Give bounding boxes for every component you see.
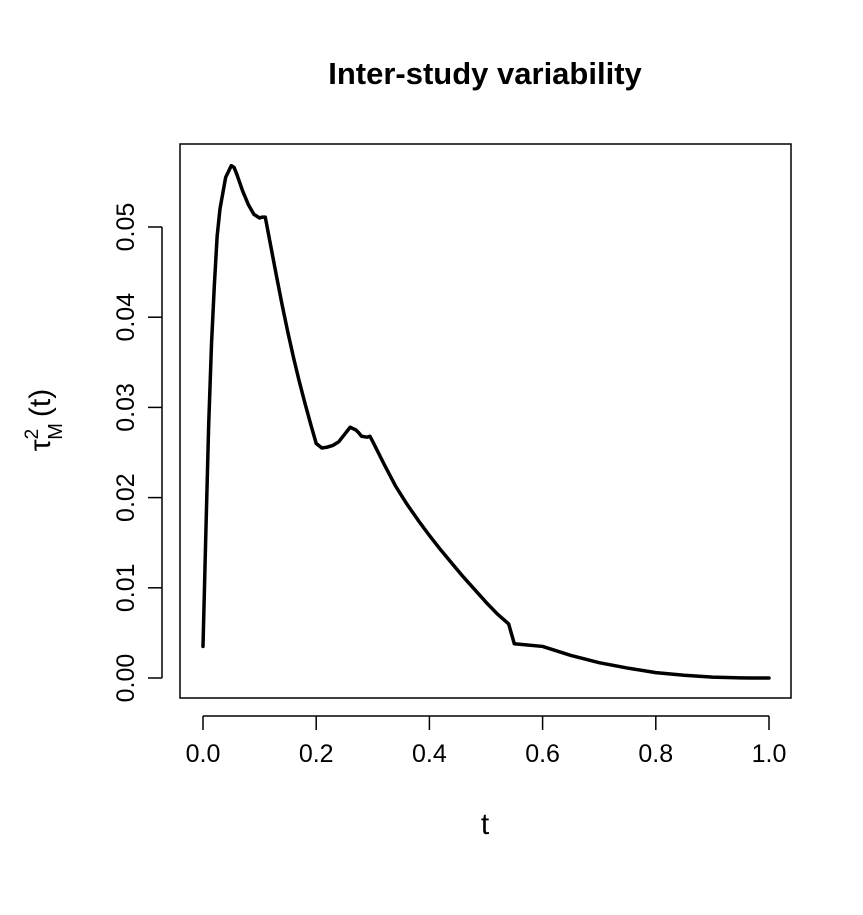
chart-title: Inter-study variability [328, 56, 642, 91]
y-tick-label: 0.05 [112, 203, 140, 252]
x-tick-label: 0.4 [412, 740, 447, 768]
y-axis-title-superscript: 2 [22, 429, 43, 440]
x-tick-label: 0.6 [525, 740, 560, 768]
y-tick-label: 0.03 [112, 383, 140, 432]
y-axis-title-text: τ2 M (t) [22, 389, 67, 451]
x-axis: 0.0 0.2 0.4 0.6 0.8 1.0 [186, 715, 787, 768]
x-ticks: 0.0 0.2 0.4 0.6 0.8 1.0 [186, 716, 787, 768]
y-axis-title-suffix: (t) [24, 389, 57, 417]
x-tick-label: 0.0 [186, 740, 221, 768]
x-tick-label: 1.0 [752, 740, 787, 768]
y-tick-label: 0.00 [112, 654, 140, 703]
data-line [201, 163, 771, 680]
y-axis-title-subscript: M [45, 423, 67, 440]
y-axis-title-base: τ [24, 439, 57, 451]
plot-frame [179, 143, 792, 699]
y-axis-title: τ2 M (t) [22, 389, 67, 451]
y-tick-label: 0.02 [112, 473, 140, 522]
x-tick-label: 0.8 [638, 740, 673, 768]
y-tick-label: 0.04 [112, 293, 140, 342]
x-axis-title: t [481, 808, 490, 841]
y-ticks: 0.00 0.01 0.02 0.03 0.04 0.05 [112, 203, 162, 703]
x-tick-label: 0.2 [299, 740, 334, 768]
y-tick-label: 0.01 [112, 563, 140, 612]
y-axis: 0.00 0.01 0.02 0.03 0.04 0.05 [112, 203, 163, 703]
